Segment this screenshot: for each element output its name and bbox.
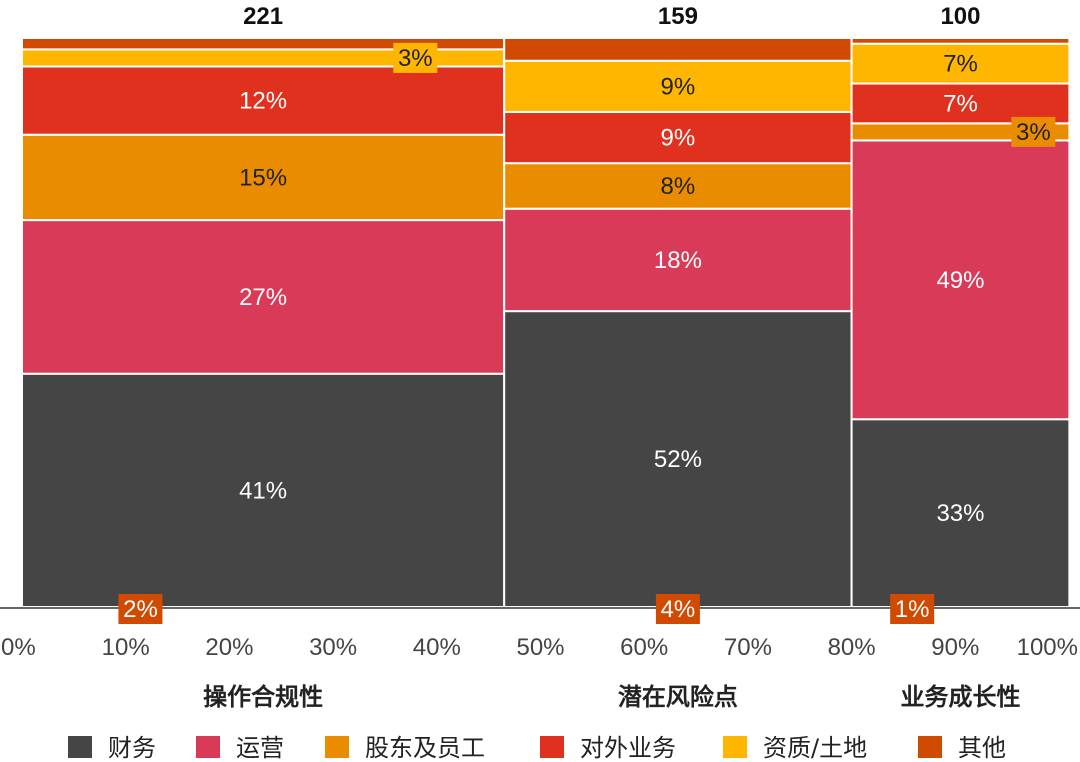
segment-label-3-3: 3% — [1016, 119, 1051, 146]
callout-box-1-5 — [393, 42, 438, 73]
legend-swatch-3 — [325, 736, 349, 758]
x-tick-label: 50% — [516, 634, 564, 661]
segment-2-2 — [503, 207, 853, 313]
x-tick-label: 100% — [1017, 634, 1078, 661]
segment-3-1 — [850, 418, 1071, 609]
x-tick-label: 80% — [828, 634, 876, 661]
plot-area — [21, 37, 1071, 609]
segment-3-4 — [850, 82, 1071, 125]
legend-swatch-5 — [723, 736, 747, 758]
x-tick-label: 20% — [205, 634, 253, 661]
segment-label-2-5: 9% — [661, 73, 696, 100]
segment-label-1-3: 15% — [239, 164, 287, 191]
x-tick-label: 30% — [309, 634, 357, 661]
category-label-2: 潜在风险点 — [618, 683, 738, 711]
legend-swatch-6 — [918, 736, 942, 758]
legend-label-1: 财务 — [108, 734, 156, 762]
legend-swatch-4 — [540, 736, 564, 758]
x-tick-label: 0% — [1, 634, 36, 661]
segment-label-3-6: 1% — [895, 596, 930, 623]
x-tick-label: 40% — [413, 634, 461, 661]
callout-box-1-6 — [118, 594, 163, 624]
x-tick-label: 60% — [620, 634, 668, 661]
segment-3-5 — [850, 42, 1071, 85]
category-label-3: 业务成长性 — [900, 683, 1020, 711]
segment-3-6 — [850, 37, 1071, 45]
column-total-3: 100 — [940, 3, 980, 30]
legend-label-5: 资质/土地 — [763, 734, 867, 762]
segment-label-3-5: 7% — [943, 51, 978, 78]
segment-label-2-6: 4% — [661, 596, 696, 623]
segment-label-3-2: 49% — [936, 267, 984, 294]
segment-label-1-4: 12% — [239, 88, 287, 115]
legend-label-3: 股东及员工 — [365, 734, 485, 762]
segment-1-2 — [21, 219, 506, 375]
segment-label-1-2: 27% — [239, 284, 287, 311]
column-total-1: 221 — [243, 3, 283, 30]
segment-label-3-1: 33% — [936, 500, 984, 527]
segment-1-1 — [21, 372, 506, 608]
category-labels: 操作合规性 潜在风险点 业务成长性 — [203, 683, 1020, 711]
segment-label-2-3: 8% — [661, 173, 696, 200]
segment-2-3 — [503, 162, 853, 210]
segment-label-2-1: 52% — [654, 446, 702, 473]
segment-2-6 — [503, 37, 853, 62]
segment-label-1-6: 2% — [123, 596, 158, 623]
callout-box-3-6 — [890, 594, 935, 624]
segment-label-3-4: 7% — [943, 90, 978, 117]
x-tick-label: 70% — [724, 634, 772, 661]
callout-box-3-3 — [1011, 116, 1056, 147]
legend-swatch-2 — [196, 736, 220, 758]
x-tick-label: 10% — [102, 634, 150, 661]
legend-swatch-1 — [68, 736, 92, 758]
x-tick-label: 90% — [931, 634, 979, 661]
segment-label-2-2: 18% — [654, 247, 702, 274]
legend-label-4: 对外业务 — [580, 734, 676, 762]
category-label-1: 操作合规性 — [203, 683, 323, 711]
segment-label-2-4: 9% — [661, 125, 696, 152]
column-totals: 221 159 100 — [243, 3, 980, 30]
segment-labels: 41% 27% 15% 12% 3% 2% 52% 18% 8% 9% 9% 4% 33% 49% 3% 7%… — [118, 42, 1056, 624]
legend: 财务 运营 股东及员工 对外业务 资质/土地 其他 — [68, 734, 1006, 762]
column-total-2: 159 — [658, 3, 698, 30]
callout-box-2-6 — [655, 594, 700, 624]
segment-label-1-1: 41% — [239, 477, 287, 504]
segment-2-5 — [503, 59, 853, 113]
legend-label-6: 其他 — [958, 734, 1006, 762]
legend-label-2: 运营 — [236, 734, 284, 762]
x-axis-ticks: 0% 10% 20% 30% 40% 50% 60% 70% 80% 90% 100% — [1, 634, 1078, 661]
segment-3-2 — [850, 139, 1071, 421]
segment-label-1-5: 3% — [398, 45, 433, 72]
